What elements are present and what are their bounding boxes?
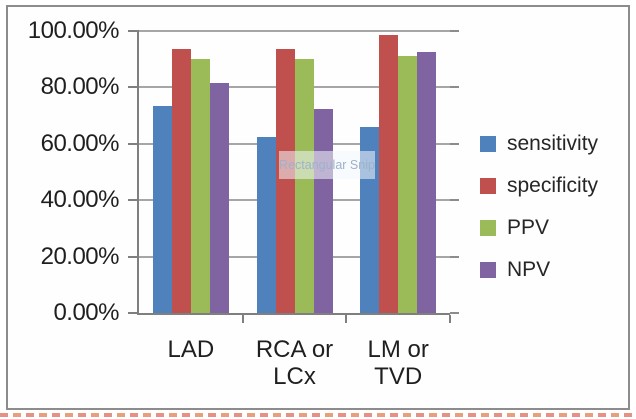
y-tick-right [450, 199, 459, 202]
legend-item-specificity: specificity [480, 174, 598, 197]
bar-sensitivity-RCA-or-LCx [256, 136, 276, 313]
legend-item-sensitivity: sensitivity [480, 132, 598, 155]
y-axis-label-60: 60.00% [40, 129, 120, 157]
y-axis-label-20: 20.00% [40, 242, 120, 270]
legend-swatch-NPV [480, 262, 496, 278]
bar-specificity-RCA-or-LCx [275, 49, 295, 313]
y-axis-label-0: 0.00% [53, 299, 119, 326]
legend-label-NPV: NPV [507, 258, 551, 281]
plot-area [128, 30, 459, 323]
x-axis-label-line: LAD [167, 336, 215, 363]
x-axis-label-LAD: LAD [126, 336, 256, 363]
bar-PPV-LM-or-TVD [398, 56, 418, 313]
y-axis-label-80: 80.00% [40, 73, 120, 101]
legend-swatch-specificity [480, 178, 496, 194]
bar-NPV-LAD [209, 83, 229, 313]
legend-swatch-PPV [480, 220, 496, 236]
bar-PPV-LAD [190, 59, 210, 313]
x-axis-label-line: RCA or [255, 336, 334, 363]
x-axis-label-LM-or-TVD: LM or TVD [333, 336, 463, 390]
chart-frame: 0.00% 20.00% 40.00% 60.00% 80.00% 100.00% LAD… [6, 5, 630, 410]
y-tick-right [450, 30, 459, 32]
x-axis-label-RCA-or-LCx: RCA or LCx [230, 336, 360, 390]
y-tick-left [128, 199, 139, 202]
bar-specificity-LM-or-TVD [379, 35, 399, 313]
y-tick-left [128, 142, 139, 145]
snip-tool-watermark: Rectangular Snip [279, 151, 375, 179]
legend-swatch-sensitivity [480, 136, 496, 152]
bar-NPV-RCA-or-LCx [313, 108, 333, 313]
x-tick [449, 315, 451, 323]
y-tick-right [450, 312, 459, 314]
y-tick-left [128, 255, 139, 258]
gridline-100 [139, 30, 450, 32]
y-tick-left [128, 86, 139, 89]
bar-specificity-LAD [171, 49, 191, 313]
legend-item-PPV: PPV [480, 216, 598, 239]
y-axis-label-100: 100.00% [27, 17, 120, 44]
x-axis-label-line: LCx [273, 363, 316, 390]
legend-label-sensitivity: sensitivity [507, 132, 599, 155]
legend: sensitivity specificity PPV NPV [480, 132, 598, 304]
bar-PPV-RCA-or-LCx [294, 59, 314, 313]
y-axis-label-40: 40.00% [40, 186, 120, 214]
x-axis-label-line: LM or [367, 336, 429, 363]
bar-sensitivity-LAD [152, 105, 172, 313]
y-tick-left [128, 30, 139, 32]
x-axis-label-line: TVD [374, 363, 423, 390]
red-dashed-underline [0, 413, 636, 417]
bar-NPV-LM-or-TVD [417, 52, 437, 313]
legend-label-PPV: PPV [507, 216, 550, 239]
y-tick-left [128, 312, 139, 314]
y-tick-right [450, 142, 459, 145]
x-tick [345, 315, 348, 323]
y-tick-right [450, 86, 459, 89]
y-tick-right [450, 255, 459, 258]
x-tick [241, 315, 244, 323]
legend-item-NPV: NPV [480, 258, 598, 281]
legend-label-specificity: specificity [507, 174, 599, 197]
